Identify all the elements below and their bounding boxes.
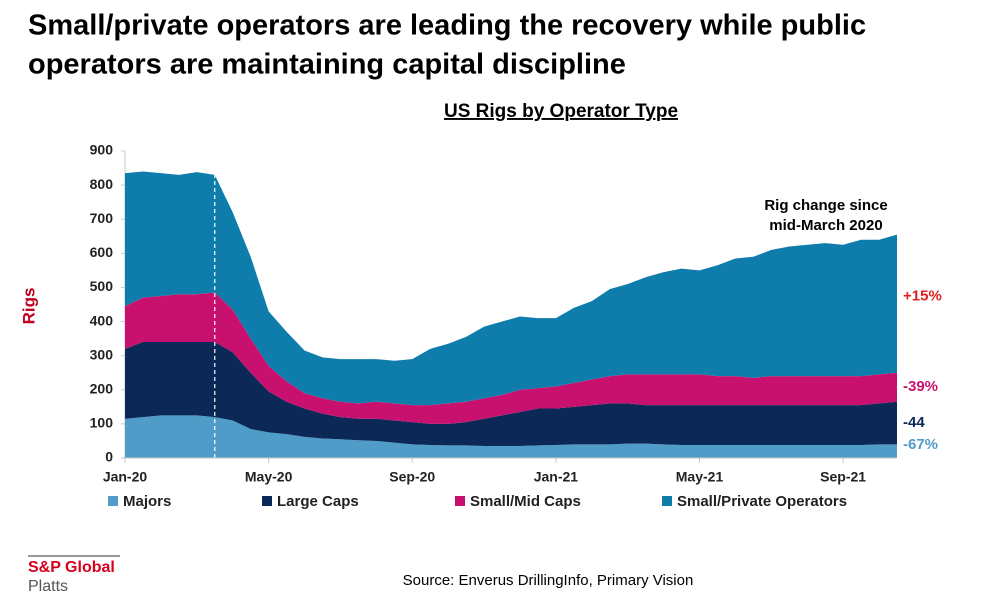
- legend-label: Majors: [123, 493, 171, 510]
- change-label: -44: [903, 414, 925, 431]
- legend-label: Large Caps: [277, 493, 359, 510]
- y-tick-label: 100: [90, 415, 114, 431]
- source: Source: Enverus DrillingInfo, Primary Vi…: [403, 572, 694, 589]
- chart-title: operators are maintaining capital discip…: [28, 49, 626, 81]
- x-tick-label: Jan-20: [103, 469, 148, 485]
- y-axis-label: Rigs: [19, 288, 38, 325]
- change-label: +15%: [903, 288, 942, 305]
- legend-swatch: [662, 496, 672, 506]
- y-tick-label: 300: [90, 346, 114, 362]
- area: [125, 171, 897, 406]
- y-tick-label: 200: [90, 380, 114, 396]
- x-tick-label: Sep-20: [389, 469, 435, 485]
- annotation: Rig change since: [764, 197, 887, 214]
- change-label: -67%: [903, 436, 938, 453]
- chart-subtitle: US Rigs by Operator Type: [444, 101, 678, 122]
- y-tick-label: 0: [105, 449, 113, 465]
- legend-swatch: [455, 496, 465, 506]
- chart-title: Small/private operators are leading the …: [28, 10, 866, 42]
- legend-label: Small/Private Operators: [677, 493, 847, 510]
- x-tick-label: May-21: [676, 469, 724, 485]
- y-tick-label: 600: [90, 244, 114, 260]
- legend-label: Small/Mid Caps: [470, 493, 581, 510]
- y-tick-label: 800: [90, 176, 114, 192]
- annotation: mid-March 2020: [769, 217, 882, 234]
- y-tick-label: 400: [90, 312, 114, 328]
- change-label: -39%: [903, 378, 938, 395]
- logo: Platts: [28, 578, 68, 595]
- y-tick-label: 900: [90, 142, 114, 158]
- y-tick-label: 700: [90, 210, 114, 226]
- legend-swatch: [262, 496, 272, 506]
- x-tick-label: Sep-21: [820, 469, 866, 485]
- y-tick-label: 500: [90, 278, 114, 294]
- x-tick-label: Jan-21: [534, 469, 579, 485]
- legend-swatch: [108, 496, 118, 506]
- logo: S&P Global: [28, 559, 115, 576]
- x-tick-label: May-20: [245, 469, 293, 485]
- area: [125, 415, 897, 458]
- area: [125, 292, 897, 424]
- area: [125, 342, 897, 447]
